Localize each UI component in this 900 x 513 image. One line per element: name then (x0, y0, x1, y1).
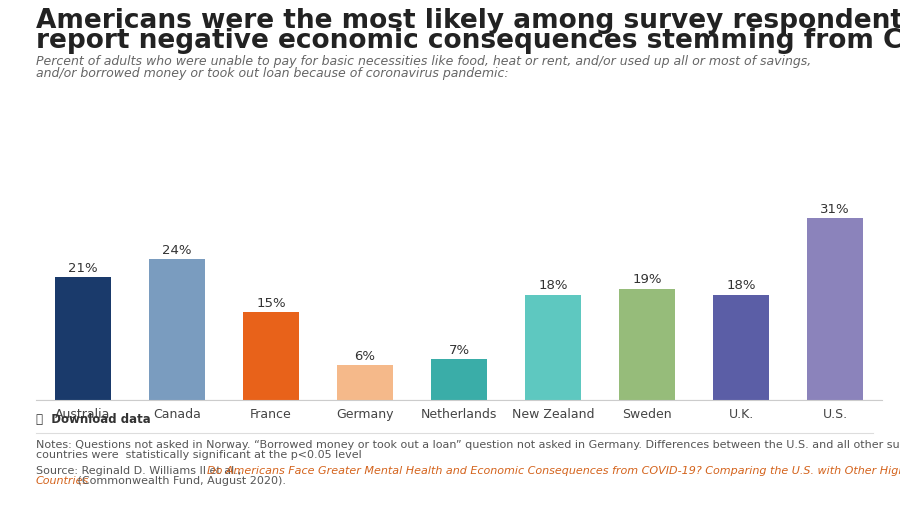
Text: 19%: 19% (632, 273, 662, 286)
Text: Americans were the most likely among survey respondents to: Americans were the most likely among sur… (36, 8, 900, 34)
Bar (55, 277, 112, 400)
Text: Notes: Questions not asked in Norway. “Borrowed money or took out a loan” questi: Notes: Questions not asked in Norway. “B… (36, 440, 900, 449)
Text: 18%: 18% (726, 279, 756, 292)
Text: report negative economic consequences stemming from COVID-19.: report negative economic consequences st… (36, 28, 900, 54)
Bar (431, 359, 487, 400)
Bar (337, 365, 393, 400)
Text: Percent of adults who were unable to pay for basic necessities like food, heat o: Percent of adults who were unable to pay… (36, 55, 811, 68)
Bar (148, 260, 205, 400)
Text: countries were  statistically significant at the p<0.05 level: countries were statistically significant… (36, 450, 362, 460)
Text: and/or borrowed money or took out loan because of coronavirus pandemic:: and/or borrowed money or took out loan b… (36, 67, 508, 80)
Bar (806, 219, 863, 400)
Text: 31%: 31% (820, 203, 850, 216)
Bar (619, 289, 675, 400)
Bar (525, 294, 581, 400)
Text: 18%: 18% (538, 279, 568, 292)
Text: 21%: 21% (68, 262, 98, 274)
Text: 6%: 6% (355, 350, 375, 363)
Text: Countries: Countries (36, 476, 89, 485)
Text: 24%: 24% (162, 244, 192, 257)
Text: 7%: 7% (448, 344, 470, 357)
Text: ⤓  Download data: ⤓ Download data (36, 413, 151, 426)
Text: Source: Reginald D. Williams II et al.,: Source: Reginald D. Williams II et al., (36, 466, 245, 476)
Bar (243, 312, 299, 400)
Text: (Commonwealth Fund, August 2020).: (Commonwealth Fund, August 2020). (75, 476, 286, 485)
Text: 15%: 15% (256, 297, 286, 310)
Text: Do Americans Face Greater Mental Health and Economic Consequences from COVID-19?: Do Americans Face Greater Mental Health … (207, 466, 900, 476)
Bar (713, 294, 770, 400)
